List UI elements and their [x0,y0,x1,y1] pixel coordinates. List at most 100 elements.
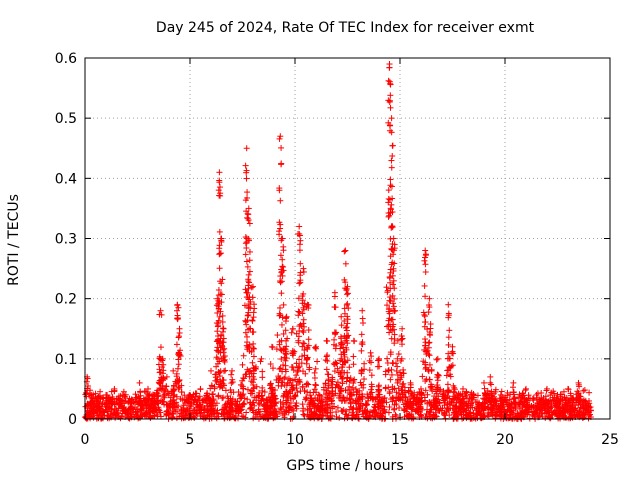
scatter-point [395,351,402,358]
scatter-point [340,394,347,401]
grid-lines [85,58,610,419]
scatter-point [346,383,353,390]
scatter-point [214,328,221,335]
scatter-point [330,360,337,367]
scatter-point [251,345,258,352]
data-point [445,301,452,308]
scatter-point [243,175,250,182]
scatter-point [426,339,433,346]
scatter-point [488,381,495,388]
data-point [136,379,143,386]
scatter-point [386,212,393,219]
scatter-point [246,257,253,264]
scatter-point [526,415,533,422]
scatter-point [299,401,306,408]
scatter-point [276,135,283,142]
scatter-point [342,260,349,267]
data-point [258,355,265,362]
scatter-point [312,344,319,351]
scatter-point [311,369,318,376]
scatter-point [216,228,223,235]
scatter-point [238,413,245,420]
scatter-point [341,415,348,422]
scatter-point [529,395,536,402]
scatter-point [303,360,310,367]
scatter-point [422,336,429,343]
scatter-point [352,386,359,393]
x-tick-label: 10 [286,432,304,448]
scatter-point [388,164,395,171]
scatter-point [498,388,505,395]
data-points [84,61,592,404]
scatter-point [243,258,250,265]
scatter-point [278,161,285,168]
scatter-point [445,334,452,341]
scatter-point [242,240,249,247]
scatter-point [421,394,428,401]
scatter-point [289,364,296,371]
scatter-point [368,386,375,393]
scatter-point [218,291,225,298]
scatter-point [175,361,182,368]
scatter-point [176,384,183,391]
scatter-point [163,383,170,390]
scatter-point [250,314,257,321]
scatter-point [391,285,398,292]
scatter-point [381,394,388,401]
scatter-point [383,399,390,406]
data-point [208,367,214,374]
scatter-point [358,347,365,354]
scatter-point [341,318,348,325]
scatter-point [325,382,332,389]
scatter-point [304,380,311,387]
scatter-point [298,360,305,367]
scatter-point [337,386,344,393]
scatter-point [421,257,428,264]
scatter-point [322,357,329,364]
scatter-point [108,388,115,395]
y-tick-label: 0.2 [55,292,77,308]
scatter-point [174,408,181,415]
data-point [300,265,307,272]
scatter-point [277,252,284,259]
scatter-point [312,365,319,372]
scatter-point [411,389,418,396]
scatter-point [389,152,396,159]
scatter-point [210,390,217,397]
scatter-point [435,372,442,379]
data-point [220,325,227,332]
scatter-point [332,330,339,337]
scatter-point [296,247,303,254]
scatter-point [220,394,227,401]
scatter-point [444,381,451,388]
scatter-point [222,367,229,374]
scatter-point [297,237,304,244]
data-point [390,235,397,242]
data-point [342,247,349,254]
scatter-point [288,329,295,336]
y-tick-label: 0.6 [55,51,77,67]
scatter-point [129,396,136,403]
scatter-point [351,376,358,383]
scatter-point [389,316,396,323]
scatter-point [388,157,395,164]
scatter-point [346,364,353,371]
scatter-point [193,390,200,397]
scatter-point [292,393,299,400]
scatter-point [368,359,375,366]
scatter-point [251,305,258,312]
scatter-point [216,265,223,272]
data-point [245,205,252,212]
scatter-point [376,363,383,370]
scatter-point [278,290,285,297]
scatter-point [384,302,391,309]
data-point [216,169,223,176]
scatter-point [300,329,307,336]
scatter-point [208,382,215,389]
scatter-point [311,410,318,417]
scatter-point [282,318,289,325]
scatter-point [347,399,354,406]
scatter-point [253,383,260,390]
scatter-point [344,291,351,298]
scatter-point [257,358,264,365]
